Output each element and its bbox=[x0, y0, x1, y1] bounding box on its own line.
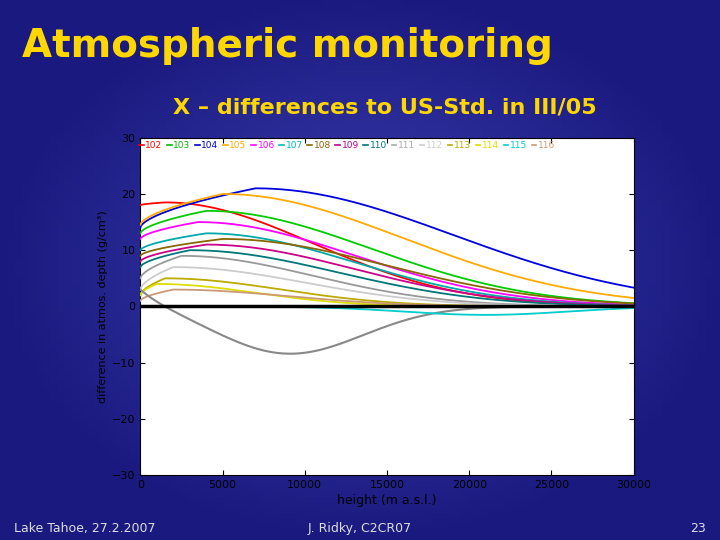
Text: J. Ridky, C2CR07: J. Ridky, C2CR07 bbox=[308, 522, 412, 535]
Legend: 102, 103, 104, 105, 106, 107, 108, 109, 110, 111, 112, 113, 114, 115, 116: 102, 103, 104, 105, 106, 107, 108, 109, … bbox=[135, 138, 559, 154]
Text: X – differences to US-Std. in III/05: X – differences to US-Std. in III/05 bbox=[173, 97, 596, 117]
Text: 23: 23 bbox=[690, 522, 706, 535]
X-axis label: height (m a.s.l.): height (m a.s.l.) bbox=[337, 494, 437, 507]
Text: Lake Tahoe, 27.2.2007: Lake Tahoe, 27.2.2007 bbox=[14, 522, 156, 535]
Y-axis label: difference in atmos. depth (g/cm³): difference in atmos. depth (g/cm³) bbox=[98, 210, 108, 403]
Text: Atmospheric monitoring: Atmospheric monitoring bbox=[22, 27, 552, 65]
